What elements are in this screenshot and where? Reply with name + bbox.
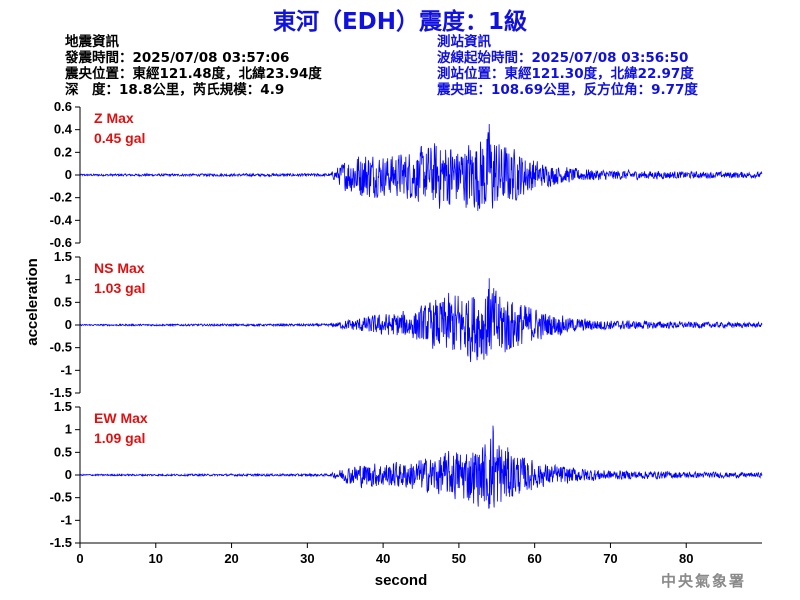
y-tick-label-ew: -1 <box>60 512 72 527</box>
y-tick-label-ew: 1.5 <box>54 399 72 414</box>
x-tick-label: 20 <box>224 551 238 566</box>
origin-time: 發震時間：2025/07/08 03:57:06 <box>65 50 290 66</box>
wave-start-time: 波線起始時間：2025/07/08 03:56:50 <box>437 50 689 66</box>
max-label-ns: NS Max <box>94 260 145 276</box>
y-axis-label: acceleration <box>24 258 41 346</box>
station-info-heading: 測站資訊 <box>437 34 491 50</box>
y-tick-label-ns: -0.5 <box>50 340 72 355</box>
x-tick-label: 50 <box>452 551 466 566</box>
waveform-trace-ew <box>79 425 763 509</box>
y-tick-label-ew: 0 <box>65 467 72 482</box>
y-tick-label-ew: 0.5 <box>54 444 72 459</box>
x-axis-label: second <box>375 572 428 589</box>
y-tick-label-z: 0.4 <box>54 122 73 137</box>
y-tick-label-z: 0.6 <box>54 99 72 114</box>
max-value-ew: 1.09 gal <box>94 430 145 446</box>
chart-title: 東河（EDH）震度：1級 <box>272 9 528 35</box>
y-tick-label-ns: 0.5 <box>54 294 72 309</box>
y-tick-label-ew: -1.5 <box>50 535 72 550</box>
max-value-z: 0.45 gal <box>94 130 145 146</box>
x-tick-label: 0 <box>76 551 83 566</box>
y-tick-label-ew: 1 <box>65 422 72 437</box>
y-tick-label-ns: 0 <box>65 317 72 332</box>
y-tick-label-z: -0.2 <box>50 190 72 205</box>
max-label-z: Z Max <box>94 110 134 126</box>
x-tick-label: 70 <box>603 551 617 566</box>
waveform-trace-z <box>79 123 763 211</box>
y-tick-label-ns: -1 <box>60 362 72 377</box>
depth-magnitude: 深 度：18.8公里，芮氏規模：4.9 <box>65 82 285 98</box>
station-location: 測站位置：東經121.30度，北緯22.97度 <box>437 66 694 82</box>
max-value-ns: 1.03 gal <box>94 280 145 296</box>
quake-info: 地震資訊 發震時間：2025/07/08 03:57:06 震央位置：東經121… <box>65 34 322 98</box>
y-tick-label-z: 0 <box>65 167 72 182</box>
x-tick-label: 80 <box>679 551 693 566</box>
x-tick-label: 30 <box>300 551 314 566</box>
quake-info-heading: 地震資訊 <box>65 34 119 50</box>
station-info: 測站資訊 波線起始時間：2025/07/08 03:56:50 測站位置：東經1… <box>437 34 698 98</box>
distance-azimuth: 震央距：108.69公里，反方位角：9.77度 <box>437 82 698 98</box>
epicenter: 震央位置：東經121.48度，北緯23.94度 <box>65 66 322 82</box>
waveform-trace-ns <box>79 278 763 363</box>
y-tick-label-z: -0.4 <box>50 212 73 227</box>
y-tick-label-z: 0.2 <box>54 144 72 159</box>
y-tick-label-ns: -1.5 <box>50 385 72 400</box>
x-tick-label: 40 <box>376 551 390 566</box>
y-tick-label-z: -0.6 <box>50 235 72 250</box>
y-tick-label-ns: 1 <box>65 272 72 287</box>
x-tick-label: 60 <box>527 551 541 566</box>
y-tick-label-ns: 1.5 <box>54 249 72 264</box>
max-label-ew: EW Max <box>94 410 148 426</box>
agency-name: 中央氣象署 <box>660 572 746 590</box>
y-tick-label-ew: -0.5 <box>50 490 72 505</box>
x-tick-label: 10 <box>149 551 163 566</box>
